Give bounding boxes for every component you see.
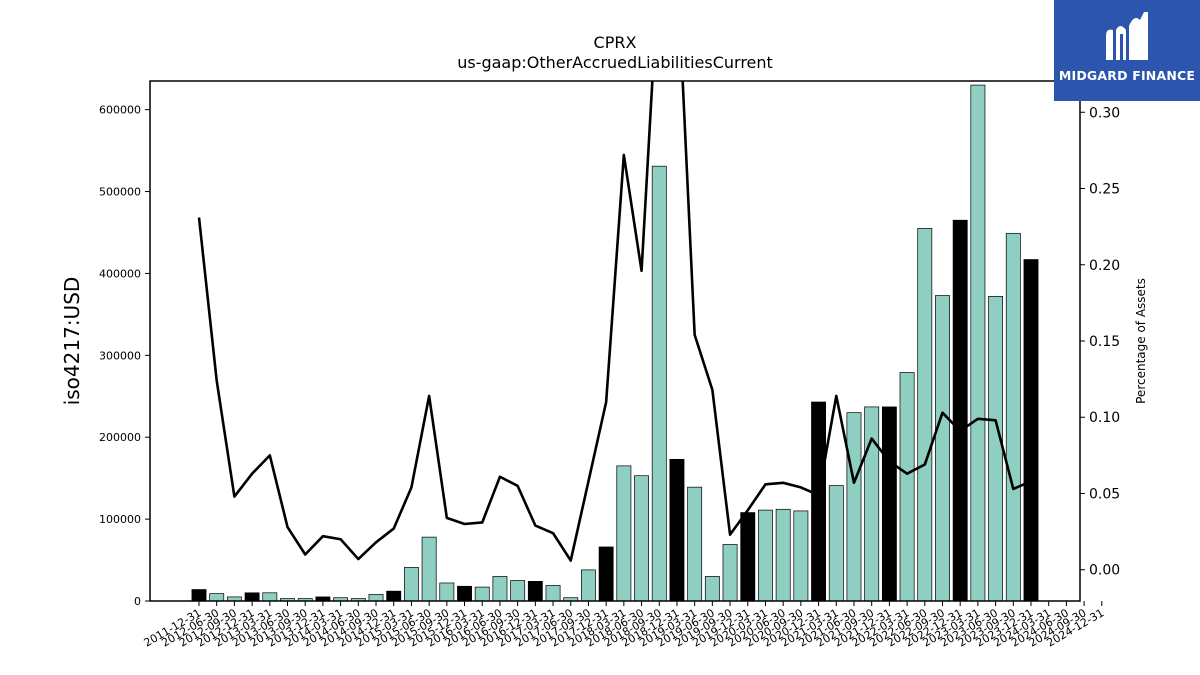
y-axis-ticks: 0 100000 200000 300000 400000 500000 600000 (99, 104, 150, 608)
bar-2014-09-30 (368, 594, 384, 601)
bar-2022-09-30 (935, 295, 950, 601)
bar-2019-06-30 (704, 576, 720, 601)
bar-2011-12-31 (191, 589, 207, 601)
y2-tick-label: 0.10 (1089, 410, 1120, 426)
bar-2018-06-30 (634, 475, 649, 601)
bar-2018-03-31 (616, 465, 632, 601)
bar-2015-09-30 (439, 582, 455, 601)
bar-2022-06-30 (917, 228, 933, 601)
bar-2019-09-30 (722, 544, 738, 601)
chart-subtitle: us-gaap:OtherAccruedLiabilitiesCurrent (457, 53, 773, 72)
bar-2021-06-30 (846, 412, 862, 601)
bar-2023-09-30 (1005, 232, 1021, 601)
bar-2016-03-31 (474, 586, 490, 601)
y-tick-label: 0 (134, 595, 141, 608)
bar-2021-12-31 (881, 406, 897, 601)
bar-2020-09-30 (793, 510, 809, 601)
y2-axis-label: Percentage of Assets (1134, 278, 1148, 404)
bar-2012-06-30 (209, 593, 225, 601)
y-axis-label: iso4217:USD (60, 277, 84, 406)
chart-title: CPRX (594, 33, 637, 52)
bar-2016-09-30 (510, 580, 526, 601)
bar-2021-03-31 (828, 485, 844, 601)
bar-2017-12-31 (598, 546, 614, 601)
y-tick-label: 400000 (99, 267, 141, 280)
y-tick-label: 600000 (99, 104, 141, 117)
y2-tick-label: 0.25 (1089, 182, 1120, 198)
bar-2023-06-30 (988, 296, 1004, 601)
bar-2014-12-31 (386, 590, 402, 601)
bar-2020-12-31 (811, 401, 826, 601)
x-axis-ticks: 2011-12-312012-06-302012-09-302012-12-31… (142, 601, 1106, 650)
bar-2015-12-31 (457, 585, 472, 601)
midgard-m-logo-icon (1106, 12, 1148, 60)
bar-2018-09-30 (651, 165, 667, 601)
y-tick-label: 300000 (99, 349, 141, 362)
bar-2021-09-30 (864, 406, 880, 601)
bar-2023-03-31 (970, 84, 986, 601)
bar-2023-12-31 (1023, 259, 1039, 601)
bars-layer (191, 84, 1039, 601)
y2-tick-label: 0.30 (1089, 105, 1120, 121)
y2-tick-label: 0.20 (1089, 258, 1120, 274)
y2-tick-label: 0.15 (1089, 334, 1120, 350)
bar-2018-12-31 (669, 458, 685, 601)
y-tick-label: 200000 (99, 431, 141, 444)
y2-axis-ticks: 0.00 0.05 0.10 0.15 0.20 0.25 0.30 (1080, 105, 1120, 579)
bar-2016-12-31 (527, 580, 543, 601)
bar-2022-03-31 (899, 372, 915, 601)
bar-2015-06-30 (421, 536, 437, 601)
bar-2020-06-30 (775, 508, 791, 601)
pct-assets-line (197, 81, 1032, 562)
bar-2017-09-30 (581, 569, 596, 601)
bar-2015-03-31 (403, 567, 419, 601)
bar-2020-03-31 (758, 509, 773, 601)
y-tick-label: 100000 (99, 513, 141, 526)
bar-2013-03-31 (262, 592, 278, 601)
bar-2016-06-30 (492, 576, 508, 601)
brand-name: MIDGARD FINANCE (1058, 68, 1196, 83)
line-layer (197, 81, 1032, 562)
bar-2019-03-31 (687, 486, 703, 601)
bar-2022-12-31 (952, 219, 968, 601)
bar-2019-12-31 (740, 512, 756, 601)
y-tick-label: 500000 (99, 186, 141, 199)
brand-logo: MIDGARD FINANCE (1054, 0, 1200, 101)
bar-2017-03-31 (545, 585, 561, 601)
bar-2012-12-31 (244, 592, 260, 601)
y2-tick-label: 0.00 (1089, 563, 1120, 579)
y2-tick-label: 0.05 (1089, 486, 1120, 502)
